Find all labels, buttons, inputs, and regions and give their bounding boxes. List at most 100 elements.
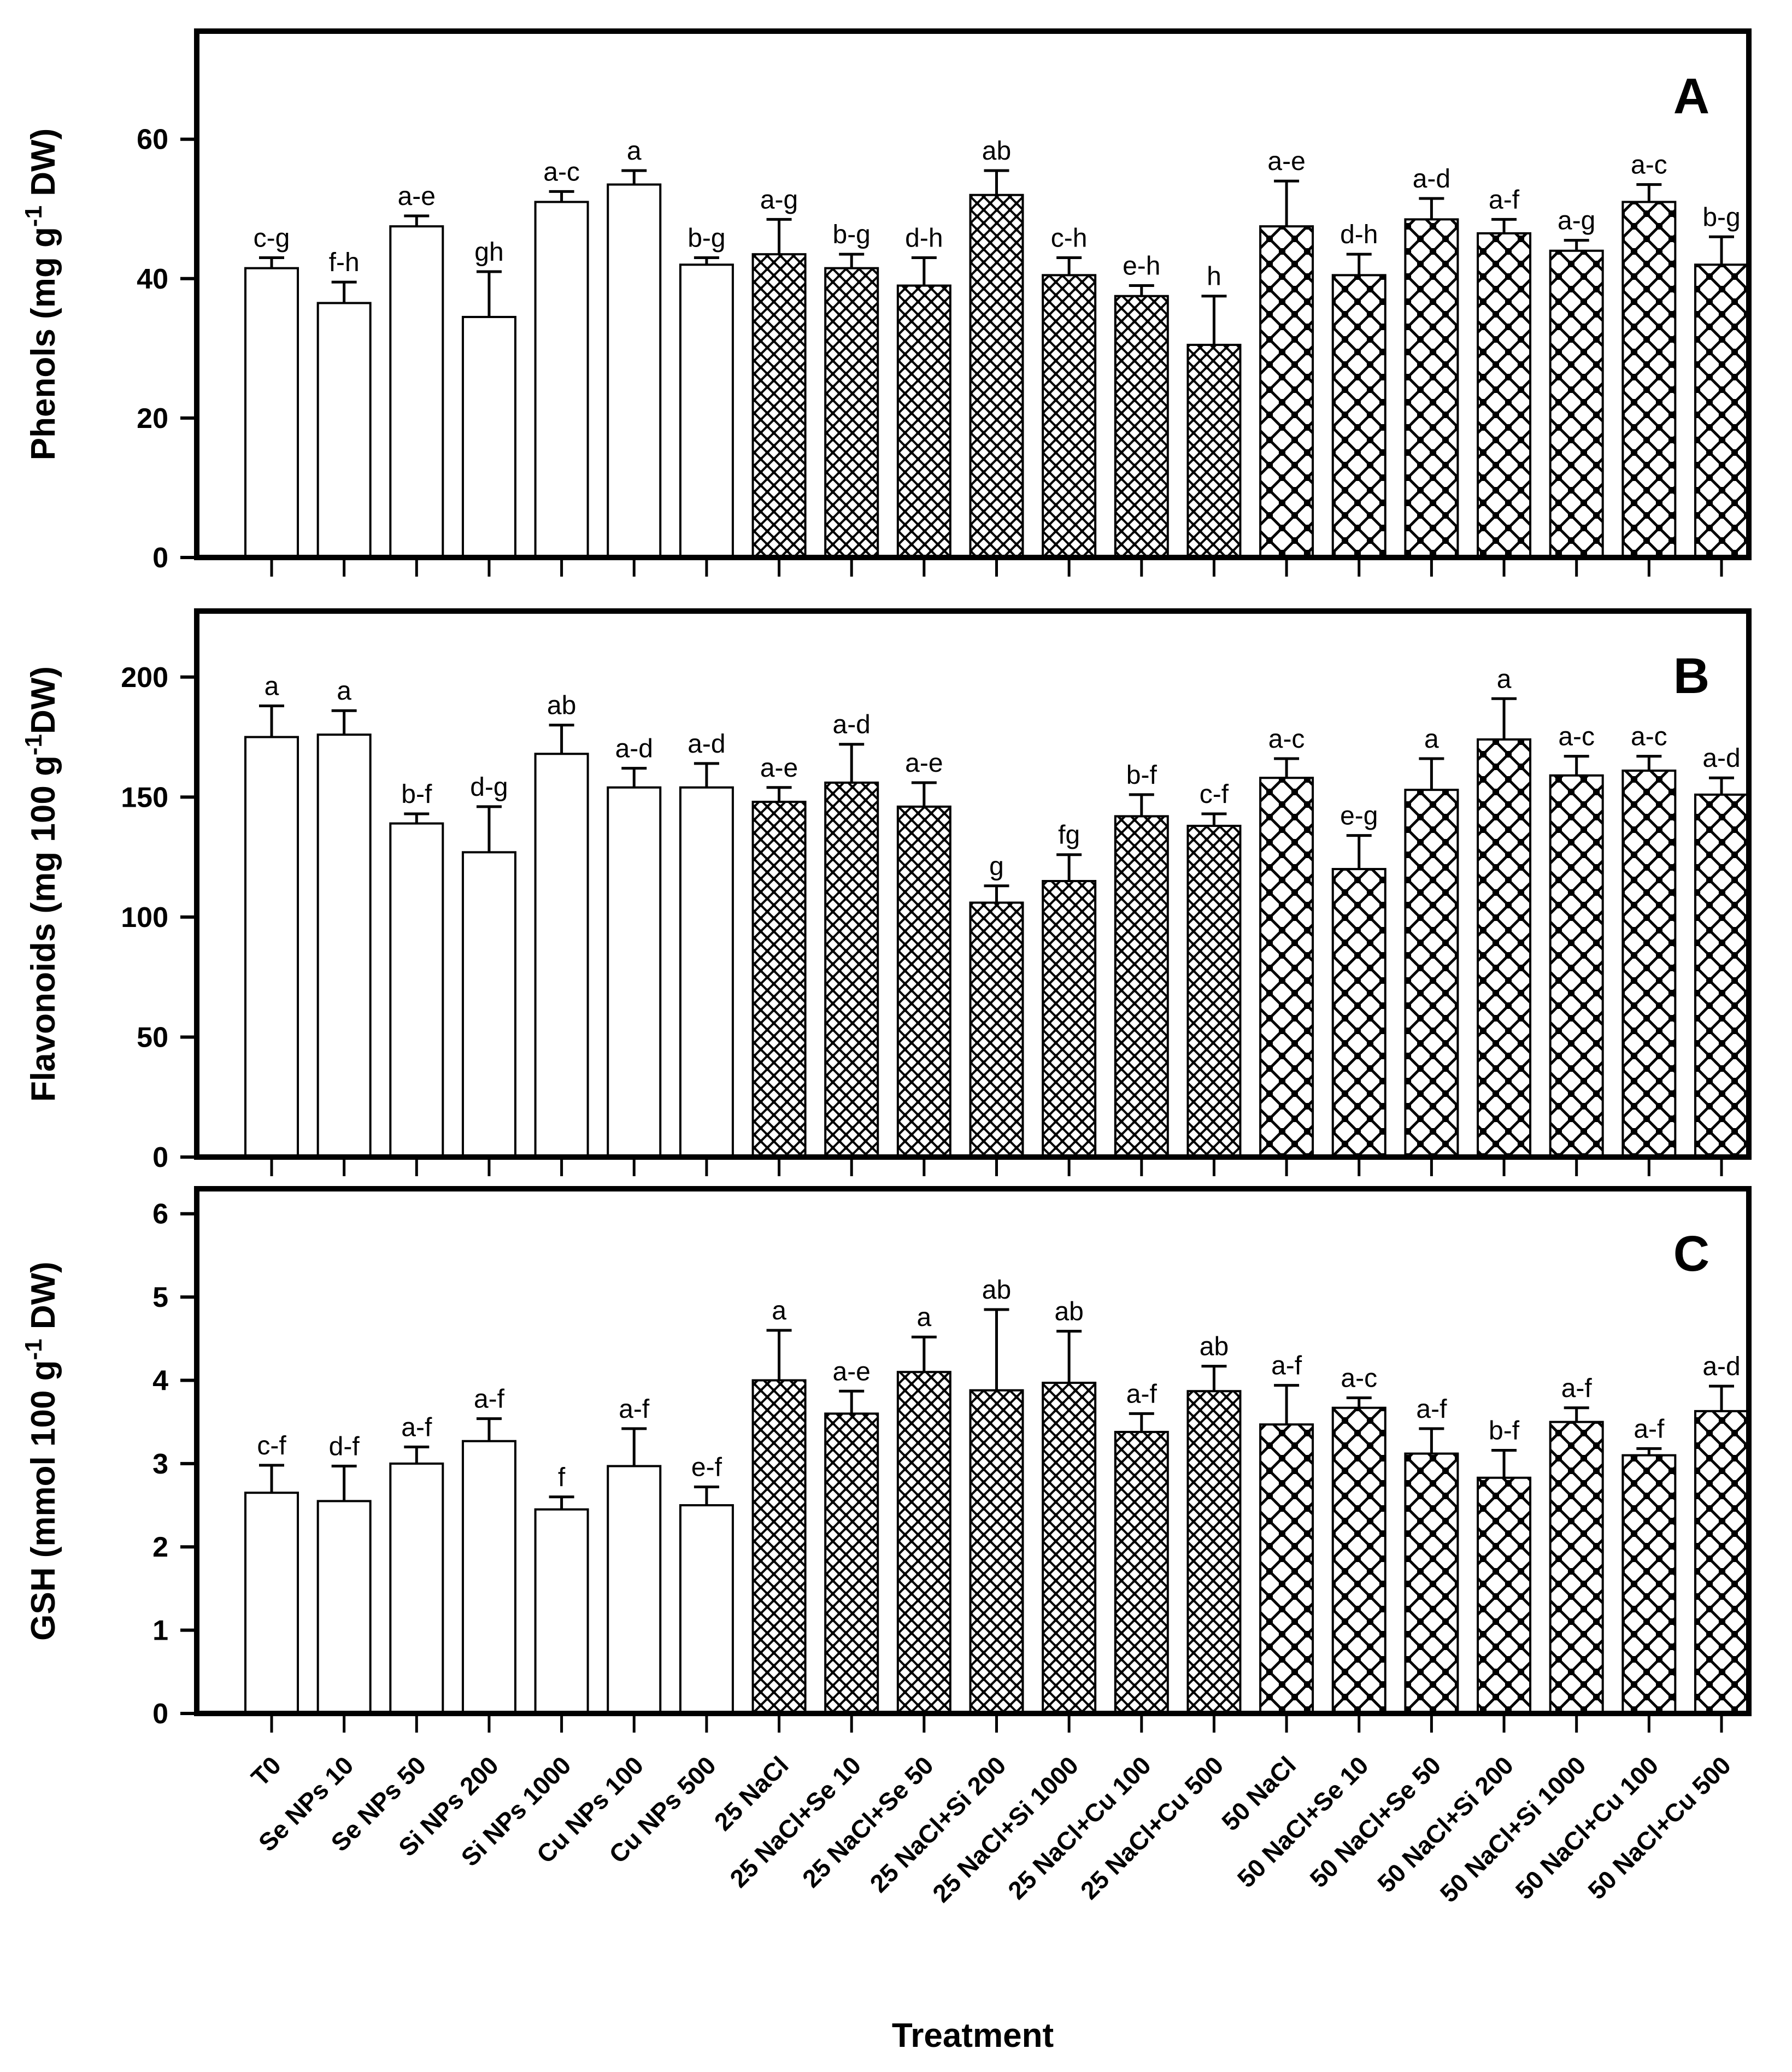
panel-letter-A: A bbox=[1673, 68, 1709, 124]
error-bar-B-25 NaCl+Se 10 bbox=[839, 743, 865, 783]
error-bar-B-T0 bbox=[259, 704, 284, 737]
error-bar-A-25 NaCl+Se 50 bbox=[911, 256, 937, 286]
bar-A-Se NPs 50 bbox=[389, 225, 444, 559]
bar-C-Si NPs 200 bbox=[461, 1440, 516, 1715]
bar-C-25 NaCl+Si 200 bbox=[969, 1389, 1024, 1715]
sig-letter-C-25 NaCl+Si 1000: ab bbox=[1054, 1298, 1083, 1326]
bar-C-50 NaCl+Cu 100 bbox=[1621, 1454, 1677, 1715]
bar-B-25 NaCl+Cu 500 bbox=[1186, 825, 1242, 1158]
error-bar-C-25 NaCl+Si 200 bbox=[984, 1308, 1009, 1390]
sig-letter-C-Se NPs 50: a-f bbox=[401, 1413, 432, 1442]
sig-letter-A-Si NPs 200: gh bbox=[474, 238, 503, 267]
panel-letter-C: C bbox=[1673, 1226, 1709, 1282]
sig-letter-A-50 NaCl+Cu 100: a-c bbox=[1631, 151, 1667, 180]
sig-letter-A-25 NaCl+Cu 500: h bbox=[1207, 262, 1221, 291]
bar-B-25 NaCl+Se 10 bbox=[824, 781, 879, 1158]
sig-letter-B-25 NaCl+Cu 500: c-f bbox=[1200, 780, 1229, 809]
bar-C-50 NaCl+Si 1000 bbox=[1549, 1421, 1604, 1715]
panel-frame-A bbox=[194, 28, 1752, 560]
bar-C-50 NaCl+Se 10 bbox=[1331, 1406, 1386, 1715]
error-bar-A-T0 bbox=[259, 256, 284, 268]
error-bar-B-50 NaCl+Si 200 bbox=[1491, 697, 1517, 739]
sig-letter-B-50 NaCl+Si 200: a bbox=[1497, 665, 1512, 694]
sig-letter-A-T0: c-g bbox=[254, 224, 290, 253]
y-axis-title-B: Flavonoids (mg 100 g-1DW) bbox=[20, 666, 62, 1102]
error-bar-A-50 NaCl+Cu 500 bbox=[1709, 235, 1734, 265]
sig-letter-A-50 NaCl+Se 50: a-d bbox=[1413, 165, 1450, 193]
bar-B-25 NaCl+Si 200 bbox=[969, 901, 1024, 1158]
sig-letter-A-Cu NPs 500: b-g bbox=[688, 224, 725, 253]
error-bar-B-25 NaCl+Si 1000 bbox=[1056, 853, 1082, 882]
bar-C-Cu NPs 500 bbox=[679, 1504, 734, 1715]
sig-letter-C-Se NPs 10: d-f bbox=[329, 1432, 360, 1461]
y-tick-label: 60 bbox=[137, 124, 168, 156]
sig-letter-A-25 NaCl+Se 50: d-h bbox=[905, 224, 943, 253]
bar-B-50 NaCl+Se 50 bbox=[1404, 789, 1459, 1158]
y-tick-label: 200 bbox=[121, 662, 168, 694]
x-tick-label-50 NaCl+Se 50: 50 NaCl+Se 50 bbox=[1304, 1751, 1446, 1893]
error-bar-B-50 NaCl+Cu 500 bbox=[1709, 776, 1734, 795]
bar-A-Cu NPs 100 bbox=[607, 183, 662, 559]
sig-letter-B-50 NaCl+Cu 100: a-c bbox=[1631, 723, 1667, 752]
bar-A-50 NaCl+Cu 500 bbox=[1694, 263, 1749, 559]
error-bar-B-50 NaCl+Se 10 bbox=[1346, 834, 1372, 870]
bar-C-25 NaCl+Se 50 bbox=[896, 1371, 951, 1715]
bar-C-25 NaCl bbox=[751, 1379, 807, 1715]
error-bar-B-Cu NPs 100 bbox=[621, 767, 647, 788]
bar-B-Se NPs 50 bbox=[389, 822, 444, 1158]
sig-letter-B-25 NaCl+Si 1000: fg bbox=[1058, 821, 1080, 850]
sig-letter-B-50 NaCl+Se 10: e-g bbox=[1340, 802, 1378, 831]
y-tick-label: 0 bbox=[152, 1698, 168, 1730]
x-tick-label-50 NaCl+Si 200: 50 NaCl+Si 200 bbox=[1372, 1751, 1519, 1898]
sig-letter-C-25 NaCl+Cu 100: a-f bbox=[1126, 1380, 1158, 1408]
bar-B-50 NaCl+Si 200 bbox=[1477, 738, 1532, 1158]
y-tick-label: 6 bbox=[152, 1199, 168, 1230]
error-bar-C-T0 bbox=[259, 1464, 284, 1493]
error-bar-C-Si NPs 200 bbox=[476, 1417, 502, 1441]
bar-C-Se NPs 50 bbox=[389, 1462, 444, 1715]
bar-A-50 NaCl+Se 10 bbox=[1331, 274, 1386, 559]
error-bar-B-50 NaCl+Si 1000 bbox=[1564, 755, 1589, 776]
y-tick-label: 5 bbox=[152, 1282, 168, 1313]
error-bar-C-50 NaCl+Se 50 bbox=[1419, 1427, 1444, 1454]
error-bar-C-25 NaCl bbox=[766, 1329, 792, 1381]
bar-A-25 NaCl+Cu 100 bbox=[1114, 295, 1169, 559]
sig-letter-B-25 NaCl+Si 200: g bbox=[989, 852, 1004, 881]
sig-letter-C-50 NaCl+Cu 500: a-d bbox=[1702, 1352, 1740, 1381]
sig-letter-C-50 NaCl+Se 10: a-c bbox=[1341, 1364, 1377, 1393]
sig-letter-A-25 NaCl+Cu 100: e-h bbox=[1123, 252, 1160, 281]
error-bar-A-Si NPs 200 bbox=[476, 270, 502, 317]
x-tick-label-T0: T0 bbox=[245, 1751, 286, 1792]
bar-C-25 NaCl+Si 1000 bbox=[1042, 1382, 1097, 1715]
bar-B-Cu NPs 500 bbox=[679, 786, 734, 1159]
y-tick-label: 2 bbox=[152, 1531, 168, 1563]
error-bar-A-Cu NPs 500 bbox=[694, 256, 719, 265]
bar-B-Si NPs 200 bbox=[461, 851, 516, 1159]
error-bar-A-Cu NPs 100 bbox=[621, 169, 647, 185]
bar-A-25 NaCl+Si 1000 bbox=[1042, 274, 1097, 559]
bar-A-Se NPs 10 bbox=[316, 302, 372, 559]
sig-letter-C-Si NPs 1000: f bbox=[558, 1463, 566, 1492]
y-tick-label: 40 bbox=[137, 263, 168, 295]
sig-letter-A-25 NaCl: a-g bbox=[760, 185, 798, 214]
error-bar-B-Se NPs 10 bbox=[331, 709, 357, 735]
sig-letter-A-25 NaCl+Si 200: ab bbox=[982, 137, 1011, 166]
bar-B-25 NaCl bbox=[751, 801, 807, 1158]
error-bar-A-Se NPs 50 bbox=[404, 214, 430, 227]
y-tick-label: 3 bbox=[152, 1448, 168, 1480]
sig-letter-C-25 NaCl: a bbox=[772, 1296, 786, 1325]
chart-root: c-g f-h a-e gh a-c a b-g a-g b-g d-h ab c-h e-h h a-e d… bbox=[20, 28, 1752, 1908]
sig-letter-B-50 NaCl: a-c bbox=[1268, 725, 1305, 754]
bar-A-50 NaCl+Cu 100 bbox=[1621, 201, 1677, 559]
error-bar-A-25 NaCl bbox=[766, 218, 792, 255]
sig-letter-B-25 NaCl: a-e bbox=[760, 754, 798, 783]
bar-C-25 NaCl+Se 10 bbox=[824, 1412, 879, 1715]
error-bar-B-Si NPs 200 bbox=[476, 805, 502, 853]
error-bar-C-25 NaCl+Se 50 bbox=[911, 1335, 937, 1372]
bar-B-50 NaCl+Si 1000 bbox=[1549, 774, 1604, 1159]
bar-A-Si NPs 1000 bbox=[534, 201, 589, 559]
sig-letter-A-50 NaCl+Cu 500: b-g bbox=[1702, 203, 1740, 232]
sig-letter-C-50 NaCl+Si 200: b-f bbox=[1489, 1416, 1520, 1445]
error-bar-B-50 NaCl+Cu 100 bbox=[1636, 755, 1662, 771]
